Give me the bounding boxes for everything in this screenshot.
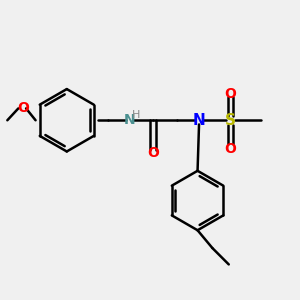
- Text: O: O: [224, 142, 236, 155]
- Text: H: H: [131, 110, 140, 120]
- Text: S: S: [225, 113, 236, 128]
- Text: O: O: [18, 101, 30, 116]
- Text: N: N: [123, 113, 135, 127]
- Text: N: N: [193, 113, 206, 128]
- Text: O: O: [147, 146, 159, 160]
- Text: O: O: [224, 86, 236, 100]
